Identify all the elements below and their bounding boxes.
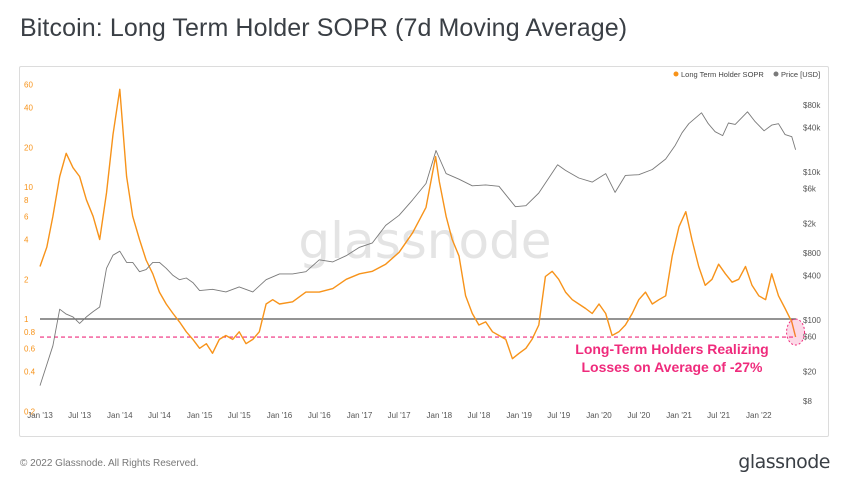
y-right-tick-label: $80k <box>803 101 821 110</box>
y-left-tick-label: 8 <box>24 196 29 205</box>
sopr-series-line <box>39 88 797 360</box>
legend-label-sopr: Long Term Holder SOPR <box>681 70 764 79</box>
y-left-tick-label: 0.2 <box>24 407 36 416</box>
chart-frame <box>19 66 829 437</box>
y-right-tick-label: $400 <box>803 271 821 280</box>
legend-marker-price <box>773 71 779 77</box>
y-left-tick-label: 6 <box>24 212 29 221</box>
x-tick-label: Jan '16 <box>267 411 293 420</box>
x-tick-label: Jul '16 <box>308 411 331 420</box>
y-left-tick-label: 0.8 <box>24 328 36 337</box>
price-series-line <box>39 111 797 386</box>
y-right-tick-label: $40k <box>803 123 821 132</box>
y-right-tick-label: $6k <box>803 184 817 193</box>
x-tick-label: Jan '22 <box>746 411 772 420</box>
y-right-tick-label: $100 <box>803 316 821 325</box>
x-tick-label: Jan '13 <box>27 411 53 420</box>
legend-label-price: Price [USD] <box>781 70 820 79</box>
y-left-tick-label: 4 <box>24 236 29 245</box>
x-tick-label: Jan '21 <box>666 411 692 420</box>
x-tick-label: Jan '17 <box>347 411 373 420</box>
x-tick-label: Jul '15 <box>228 411 251 420</box>
x-tick-label: Jul '19 <box>547 411 570 420</box>
copyright-text: © 2022 Glassnode. All Rights Reserved. <box>20 458 199 469</box>
y-left-tick-label: 60 <box>24 80 33 89</box>
y-left-tick-label: 0.6 <box>24 344 36 353</box>
annotation-line-1: Long-Term Holders Realizing <box>575 341 768 357</box>
x-tick-label: Jul '20 <box>627 411 650 420</box>
x-tick-label: Jul '18 <box>467 411 490 420</box>
x-tick-label: Jul '21 <box>707 411 730 420</box>
highlight-ellipse <box>786 318 806 346</box>
watermark-text: glassnode <box>298 212 551 270</box>
y-left-tick-label: 10 <box>24 183 33 192</box>
x-tick-label: Jul '14 <box>148 411 171 420</box>
x-tick-label: Jul '13 <box>68 411 91 420</box>
x-tick-label: Jan '20 <box>586 411 612 420</box>
y-left-tick-label: 1 <box>24 315 29 324</box>
x-tick-label: Jan '19 <box>506 411 532 420</box>
y-right-tick-label: $2k <box>803 220 817 229</box>
y-right-tick-label: $10k <box>803 168 821 177</box>
y-right-tick-label: $800 <box>803 249 821 258</box>
x-tick-label: Jan '15 <box>187 411 213 420</box>
x-tick-label: Jan '14 <box>107 411 133 420</box>
y-left-tick-label: 40 <box>24 104 33 113</box>
y-right-tick-label: $60 <box>803 332 817 341</box>
x-tick-label: Jan '18 <box>427 411 453 420</box>
annotation-line-2: Losses on Average of -27% <box>581 359 763 375</box>
y-left-tick-label: 2 <box>24 275 29 284</box>
y-right-tick-label: $20 <box>803 368 817 377</box>
brand-logo-text: glassnode <box>738 451 830 473</box>
legend-marker-sopr <box>673 71 679 77</box>
x-tick-label: Jul '17 <box>388 411 411 420</box>
y-right-tick-label: $8 <box>803 397 812 406</box>
chart-title: Bitcoin: Long Term Holder SOPR (7d Movin… <box>20 14 628 42</box>
y-left-tick-label: 20 <box>24 143 33 152</box>
y-left-tick-label: 0.4 <box>24 368 36 377</box>
